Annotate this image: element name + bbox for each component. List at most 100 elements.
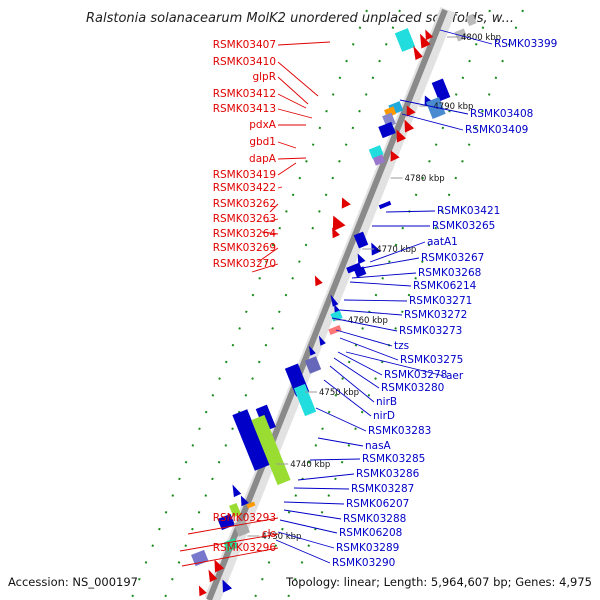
gene-label-left[interactable]: RSMK03296: [213, 542, 277, 554]
gene-label-right[interactable]: RSMK03267: [421, 252, 484, 264]
gene-label-right[interactable]: RSMK03268: [418, 267, 481, 279]
gene-arrow[interactable]: [311, 274, 323, 287]
gene-arrow[interactable]: [210, 557, 225, 573]
gene-label-right[interactable]: aatA1: [427, 236, 458, 248]
gene-label-left[interactable]: dapA: [249, 153, 277, 165]
gene-label-right[interactable]: RSMK06207: [346, 498, 409, 510]
gene-label-right[interactable]: nirB: [376, 396, 397, 408]
label-leader-right: [337, 351, 383, 376]
gene-arrow[interactable]: [328, 293, 339, 307]
gene-arrow[interactable]: [386, 148, 400, 162]
gene-block[interactable]: [431, 78, 451, 102]
gene-label-left[interactable]: gbd1: [249, 136, 276, 148]
gene-block[interactable]: [255, 404, 276, 432]
gene-block[interactable]: [304, 356, 322, 374]
gene-block[interactable]: [328, 324, 342, 336]
gene-block[interactable]: [229, 502, 241, 518]
gene-label-left[interactable]: glpR: [252, 71, 276, 83]
gene-arrow[interactable]: [327, 213, 346, 232]
gene-arrow[interactable]: [402, 103, 416, 117]
label-leader-right: [399, 99, 469, 115]
gene-label-left[interactable]: RSMK03269: [213, 242, 276, 254]
gene-label-left[interactable]: RSMK03422: [213, 182, 276, 194]
gene-label-right[interactable]: tzs: [394, 340, 409, 352]
label-leader-left: [261, 231, 279, 235]
gene-block[interactable]: [378, 121, 396, 139]
gene-label-right[interactable]: RSMK03289: [336, 542, 399, 554]
gene-arrow[interactable]: [422, 28, 434, 41]
label-leader-right: [293, 487, 350, 490]
label-leader-right: [351, 272, 417, 279]
label-leader-left: [277, 93, 307, 109]
gene-block[interactable]: [454, 28, 468, 42]
gene-arrow[interactable]: [195, 584, 207, 597]
gene-arrow[interactable]: [316, 334, 326, 346]
gene-label-right[interactable]: RSMK03421: [437, 205, 500, 217]
gene-label-right[interactable]: RSMK03288: [343, 513, 406, 525]
gene-label-right[interactable]: RSMK03286: [356, 468, 420, 480]
gene-label-right[interactable]: RSMK03272: [404, 309, 467, 321]
gene-arrow[interactable]: [392, 127, 407, 143]
gene-label-right[interactable]: aer: [446, 370, 464, 382]
gene-label-left[interactable]: RSMK03264: [213, 228, 277, 240]
gene-block[interactable]: [246, 501, 256, 509]
gene-block[interactable]: [354, 266, 367, 278]
gene-arrow[interactable]: [367, 240, 381, 256]
gene-label-right[interactable]: RSMK03271: [409, 295, 472, 307]
gene-label-left[interactable]: RSMK03263: [213, 213, 276, 225]
gene-label-right[interactable]: RSMK06214: [413, 280, 477, 292]
gene-arrow[interactable]: [400, 117, 415, 133]
gene-label-left[interactable]: RSMK03410: [213, 56, 276, 68]
gene-label-right[interactable]: RSMK03278: [384, 369, 447, 381]
gene-block[interactable]: [425, 97, 446, 119]
gene-label-right[interactable]: RSMK03408: [470, 108, 533, 120]
gene-label-left[interactable]: RSMK03407: [213, 39, 276, 51]
gene-block[interactable]: [394, 28, 416, 52]
gene-label-right[interactable]: RSMK03290: [332, 557, 395, 569]
gene-block[interactable]: [251, 414, 291, 486]
gene-arrow[interactable]: [218, 577, 233, 593]
label-leader-right: [275, 539, 331, 564]
gene-block[interactable]: [382, 112, 396, 128]
gene-block[interactable]: [372, 154, 386, 166]
gene-label-right[interactable]: RSMK03409: [465, 124, 528, 136]
gene-label-left[interactable]: cls: [262, 528, 276, 540]
gene-label-right[interactable]: RSMK03265: [432, 220, 495, 232]
gene-arrow[interactable]: [338, 195, 351, 209]
gene-label-right[interactable]: RSMK03285: [362, 453, 425, 465]
gene-arrow[interactable]: [229, 483, 242, 498]
label-leaders: [179, 29, 493, 567]
gene-label-right[interactable]: RSMK03287: [351, 483, 414, 495]
gene-label-right[interactable]: nasA: [365, 440, 392, 452]
gene-label-right[interactable]: RSMK03273: [399, 325, 462, 337]
gene-label-left[interactable]: pdxA: [249, 119, 277, 131]
gene-arrow[interactable]: [328, 226, 340, 239]
gene-arrow[interactable]: [354, 252, 366, 265]
gene-block[interactable]: [353, 231, 369, 249]
gene-label-right[interactable]: nirD: [373, 410, 395, 422]
gene-arrow[interactable]: [237, 494, 249, 507]
gene-label-right[interactable]: RSMK03280: [381, 382, 444, 394]
label-leader-right: [277, 531, 335, 549]
gene-label-left[interactable]: RSMK03412: [213, 88, 276, 100]
gene-label-left[interactable]: RSMK03419: [213, 169, 276, 181]
gene-label-right[interactable]: RSMK03275: [400, 354, 463, 366]
gene-block[interactable]: [232, 409, 270, 471]
gene-label-left[interactable]: RSMK03262: [213, 198, 276, 210]
gene-block[interactable]: [465, 13, 477, 27]
gene-block[interactable]: [346, 262, 362, 274]
gene-block[interactable]: [378, 200, 392, 210]
gene-arrow[interactable]: [416, 32, 431, 49]
gene-arrow[interactable]: [306, 344, 316, 356]
gene-label-left[interactable]: RSMK03270: [213, 258, 276, 270]
gene-label-left[interactable]: RSMK03293: [213, 512, 276, 524]
gene-label-right[interactable]: RSMK03399: [494, 38, 557, 50]
gene-block[interactable]: [330, 310, 343, 322]
gene-label-left[interactable]: RSMK03413: [213, 103, 276, 115]
gene-arrow[interactable]: [331, 303, 341, 313]
gene-arrow[interactable]: [205, 568, 218, 583]
gene-arrow[interactable]: [410, 44, 423, 61]
gene-label-right[interactable]: RSMK03283: [368, 425, 431, 437]
gene-block[interactable]: [293, 383, 317, 417]
gene-label-right[interactable]: RSMK06208: [339, 527, 402, 539]
